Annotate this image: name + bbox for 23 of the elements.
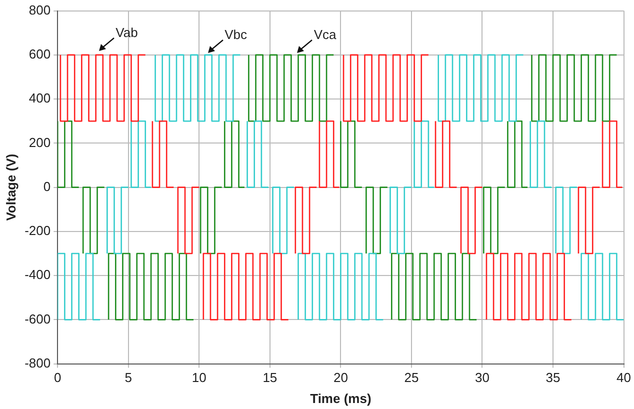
x-tick-label: 25 bbox=[404, 370, 419, 386]
x-tick-label: 40 bbox=[616, 370, 632, 386]
x-tick-label: 15 bbox=[262, 370, 278, 386]
y-tick-label: -600 bbox=[24, 311, 51, 326]
x-tick-label: 0 bbox=[54, 370, 62, 386]
x-axis-title: Time (ms) bbox=[310, 390, 372, 406]
y-tick-label: 0 bbox=[43, 178, 51, 194]
y-tick-label: 800 bbox=[28, 2, 51, 18]
y-tick-label: 200 bbox=[28, 134, 51, 150]
annotation: Vca bbox=[314, 26, 336, 42]
x-tick-label: 30 bbox=[475, 370, 490, 386]
y-tick-label: -200 bbox=[24, 223, 51, 238]
y-tick-label: 400 bbox=[28, 90, 51, 106]
x-tick-label: 10 bbox=[192, 370, 206, 386]
annotation: Vab bbox=[116, 24, 138, 40]
annotation: Vbc bbox=[224, 26, 248, 42]
y-axis-title: Voltage (V) bbox=[3, 154, 18, 221]
y-tick-label: -800 bbox=[24, 355, 51, 370]
y-tick-label: 600 bbox=[28, 46, 51, 62]
y-tick-label: -400 bbox=[24, 267, 51, 282]
x-tick-label: 5 bbox=[124, 370, 132, 386]
x-tick-label: 35 bbox=[546, 370, 560, 386]
x-tick-label: 20 bbox=[333, 370, 348, 386]
